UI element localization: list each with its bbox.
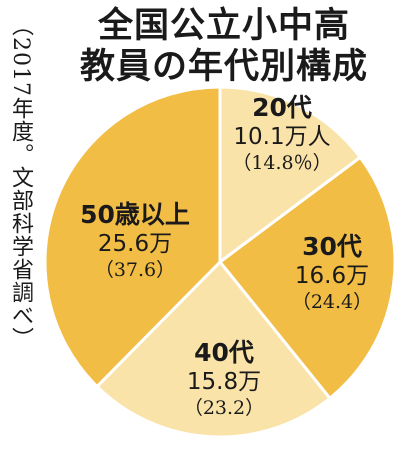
chart-title-line1: 全国公立小中高 (97, 6, 350, 46)
slice-category-label: 30代 (302, 232, 362, 261)
pie-slice-40s (94, 259, 332, 439)
slice-percent-label: （14.8％） (232, 152, 332, 174)
slice-value-label: 15.8万 (186, 369, 262, 395)
slice-label-30s: 30代 16.6万 （24.4） (276, 232, 388, 314)
slice-label-50-plus: 50歳以上 25.6万 （37.6） (62, 200, 208, 282)
slice-label-20s: 20代 10.1万人 （14.8％） (212, 93, 352, 175)
pie-slice-20s (218, 85, 363, 265)
slice-value-label: 10.1万人 (233, 124, 331, 150)
source-note: （2017年度。文部科学省調べ） (8, 14, 33, 350)
slice-percent-label: （23.2） (183, 397, 265, 419)
slice-label-40s: 40代 15.8万 （23.2） (168, 338, 280, 420)
slice-category-label: 20代 (252, 93, 312, 122)
slice-category-label: 40代 (194, 338, 254, 367)
slice-value-label: 25.6万 (97, 231, 173, 257)
slice-percent-label: （24.4） (291, 291, 373, 313)
chart-title-line2: 教員の年代別構成 (79, 47, 368, 87)
slice-percent-label: （37.6） (94, 259, 176, 281)
pie-slice-50-plus (43, 85, 222, 389)
slice-category-label: 50歳以上 (80, 200, 190, 229)
pie-slice-30s (217, 155, 397, 401)
slice-value-label: 16.6万 (294, 263, 370, 289)
